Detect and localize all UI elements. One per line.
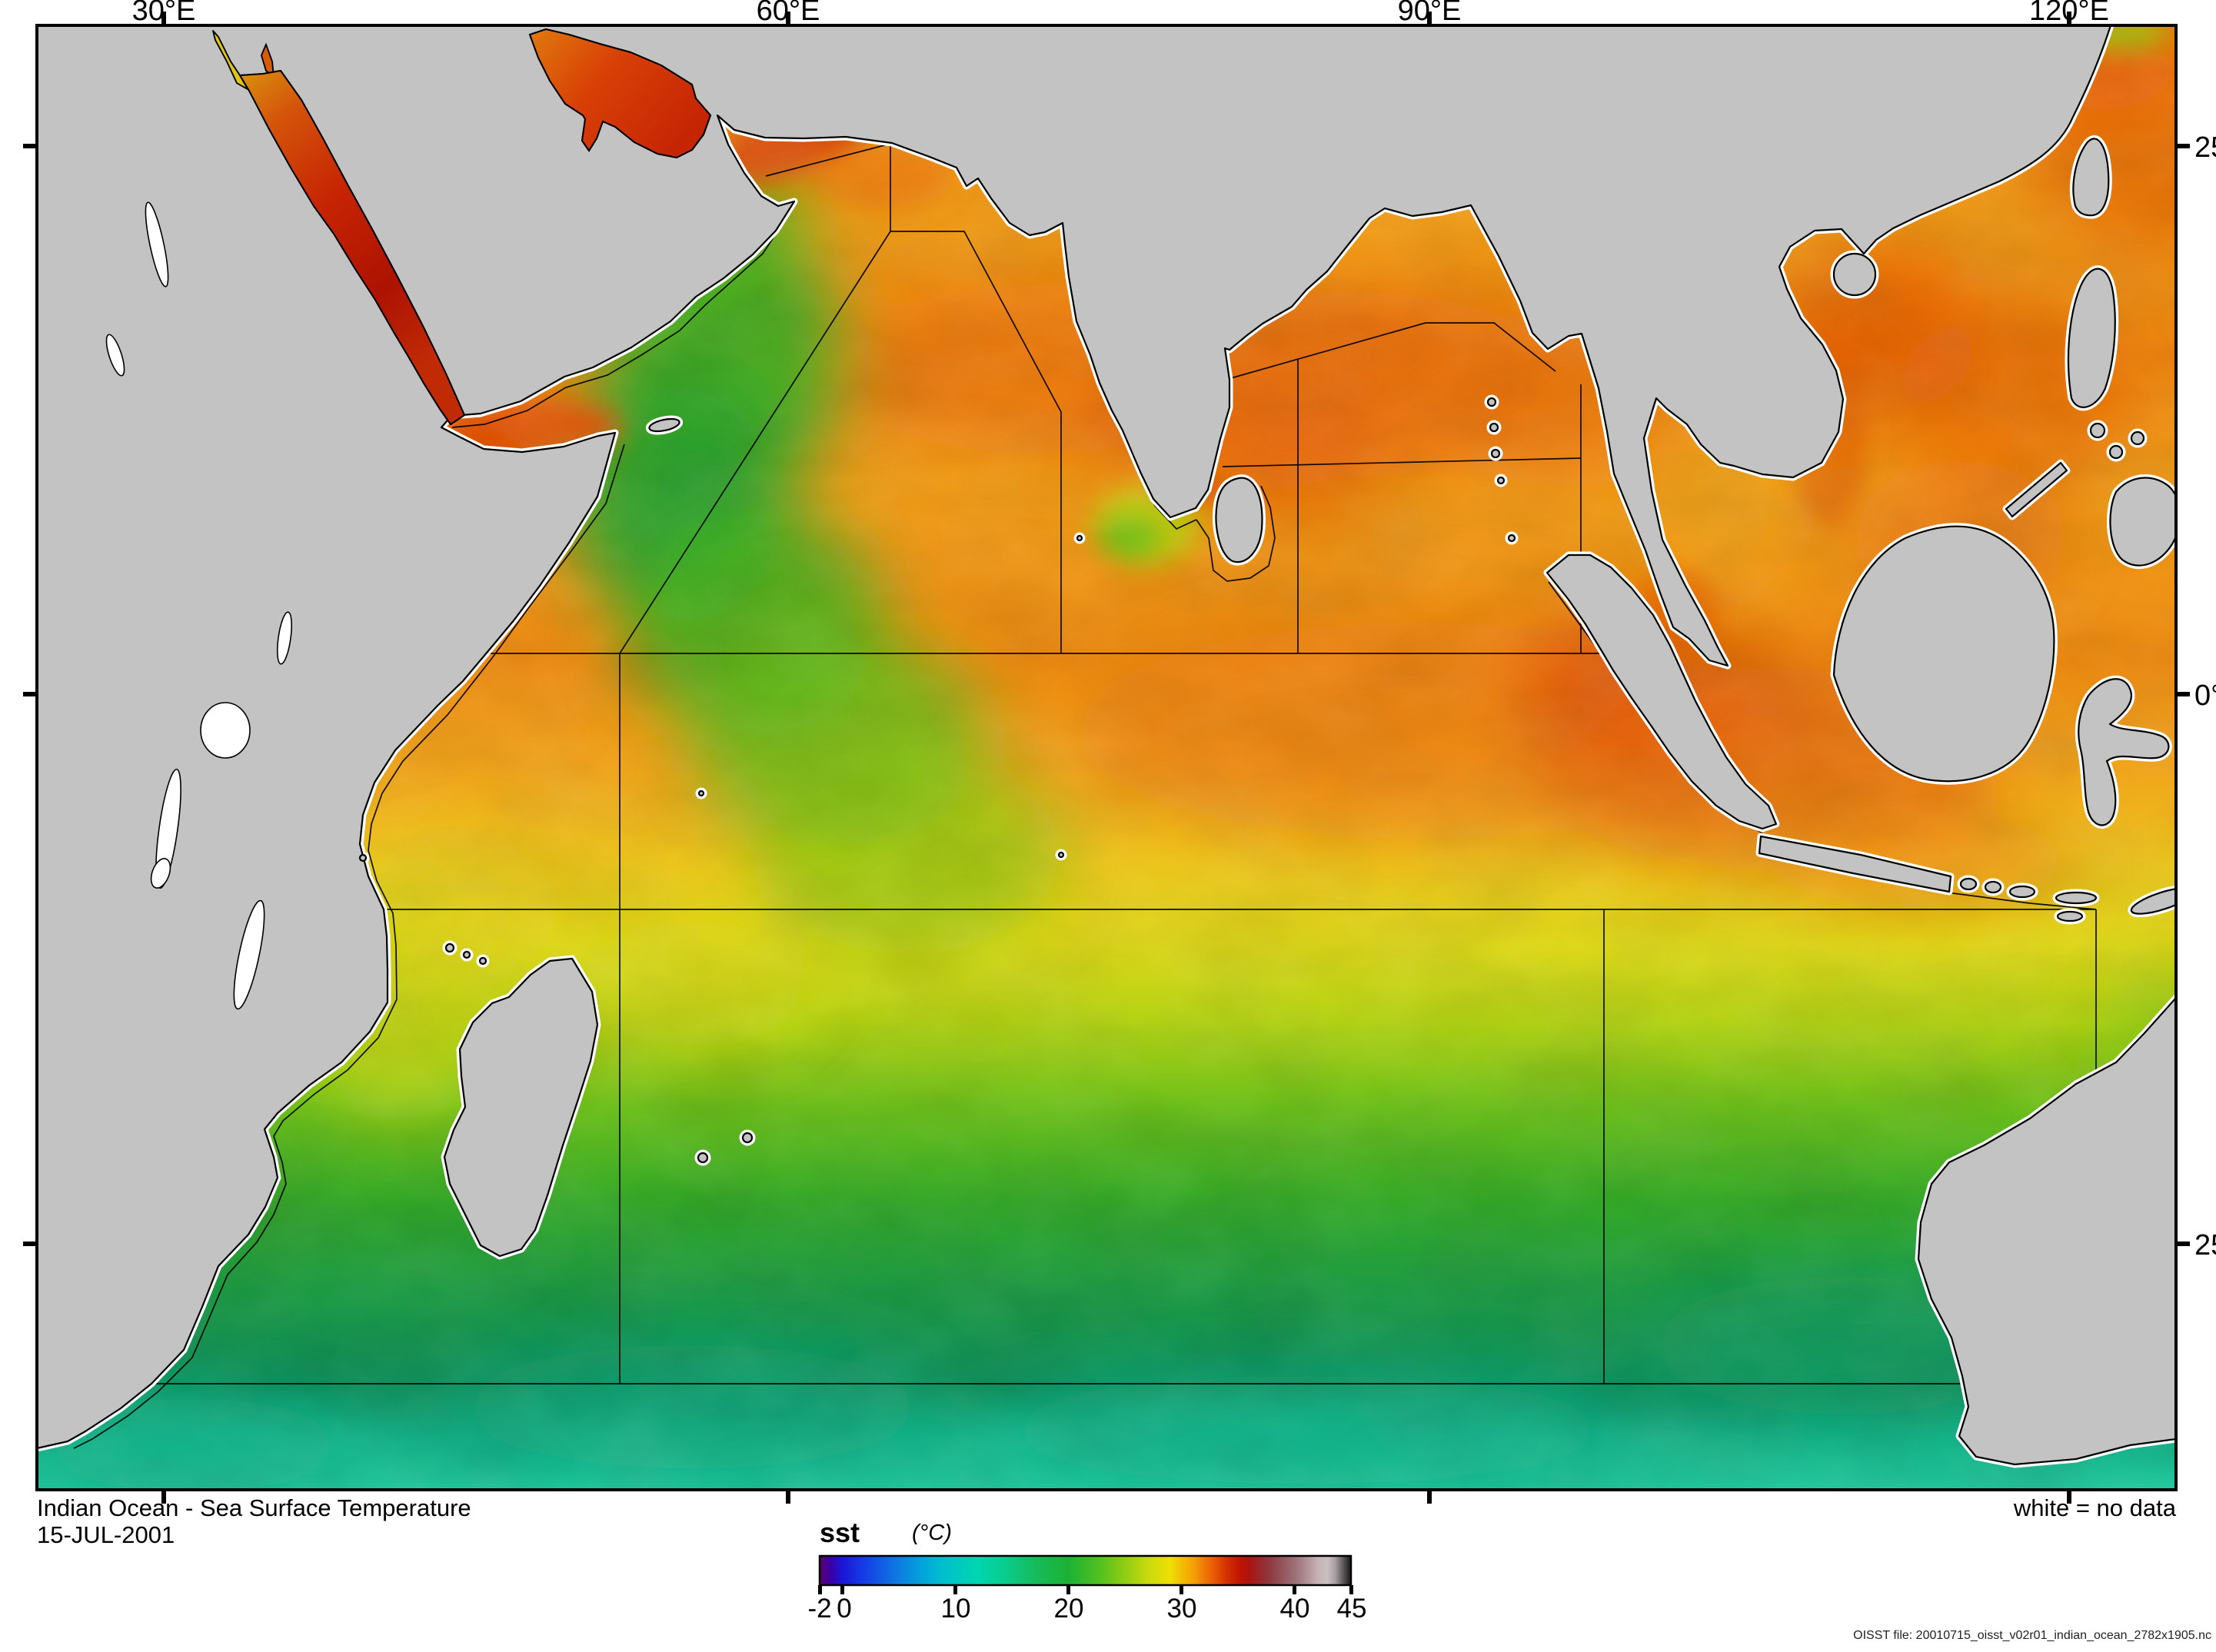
axis-ticks [23,12,2190,1504]
no-data-note: white = no data [2013,1494,2177,1521]
map-frame [35,24,2178,1491]
colorbar: sst (°C) -2 0 10 20 30 40 45 [807,1517,1366,1624]
axis-label-30e: 30°E [132,0,196,27]
colorbar-tick-20: 20 [1054,1594,1084,1624]
colorbar-tick-45: 45 [1337,1594,1367,1624]
colorbar-tick--2: -2 [807,1594,831,1624]
axis-label-0: 0° [2194,680,2216,712]
colorbar-gradient [818,1554,1353,1587]
latitude-labels: 25° 0° 25° [2194,131,2216,1261]
lakes-no-data [105,201,293,1010]
map-date: 15-JUL-2001 [37,1521,175,1548]
map-title: Indian Ocean - Sea Surface Temperature [37,1494,471,1521]
colorbar-tick-30: 30 [1167,1594,1197,1624]
colorbar-tick-10: 10 [941,1594,971,1624]
axis-label-25s: 25° [2194,1229,2216,1261]
colorbar-tick-0: 0 [837,1594,851,1624]
axis-label-90e: 90°E [1398,0,1462,27]
longitude-labels: 30°E 60°E 90°E 120°E [132,0,2109,27]
colorbar-tick-40: 40 [1280,1594,1310,1624]
axis-label-25n: 25° [2194,131,2216,164]
source-file-note: OISST file: 20010715_oisst_v02r01_indian… [1853,1629,2211,1642]
colorbar-tick-labels: -2 0 10 20 30 40 45 [807,1594,1366,1624]
colorbar-units: (°C) [912,1521,952,1545]
map-area [37,25,2176,1490]
colorbar-ticks [818,1585,1353,1594]
axis-label-60e: 60°E [757,0,820,27]
colorbar-label: sst [820,1517,860,1548]
axis-label-120e: 120°E [2029,0,2109,27]
